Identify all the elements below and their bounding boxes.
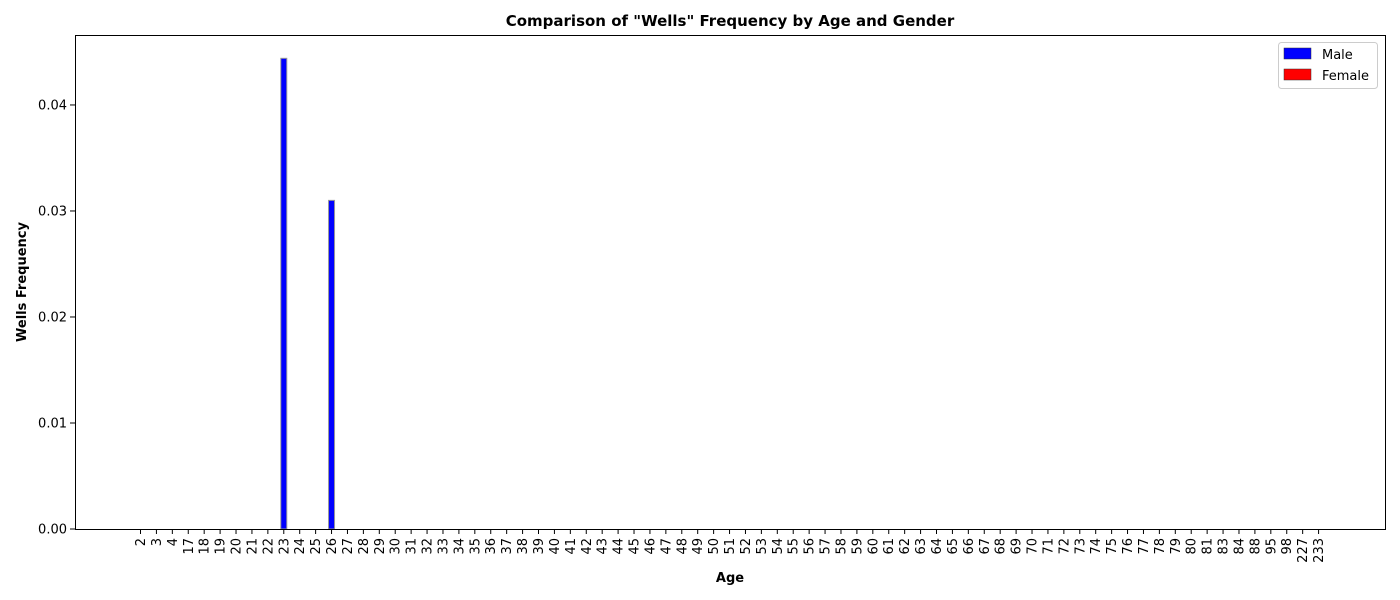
x-tick-label: 62 (898, 538, 913, 555)
y-tick-label: 0.02 (38, 310, 67, 325)
x-tick-label: 50 (707, 538, 722, 555)
x-tick-label: 80 (1185, 538, 1200, 555)
x-tick-label: 23 (277, 538, 292, 555)
x-tick-label: 71 (1041, 538, 1056, 555)
x-tick-label: 70 (1026, 538, 1041, 555)
bar-male-23 (280, 57, 288, 530)
x-tick-label: 21 (245, 538, 260, 555)
x-tick-label: 48 (675, 538, 690, 555)
x-tick-label: 51 (723, 538, 738, 555)
y-axis-ticks: 0.00 0.01 0.02 0.03 0.04 (38, 98, 75, 538)
x-tick-label: 20 (230, 538, 245, 555)
x-tick-label: 31 (405, 538, 420, 555)
x-tick-label: 76 (1121, 538, 1136, 555)
x-tick-label: 56 (803, 538, 818, 555)
x-tick-label: 37 (500, 538, 515, 555)
x-tick-label: 38 (516, 538, 531, 555)
x-tick-label: 233 (1312, 538, 1327, 563)
x-tick-label: 40 (548, 538, 563, 555)
x-tick-label: 73 (1073, 538, 1088, 555)
x-tick-label: 68 (994, 538, 1009, 555)
x-tick-label: 35 (468, 538, 483, 555)
x-tick-label: 88 (1248, 538, 1263, 555)
x-tick-label: 44 (612, 538, 627, 555)
plot-frame (75, 35, 1386, 530)
x-tick-label: 32 (421, 538, 436, 555)
x-tick-label: 22 (261, 538, 276, 555)
x-tick-label: 78 (1153, 538, 1168, 555)
x-tick-label: 67 (978, 538, 993, 555)
x-tick-label: 55 (787, 538, 802, 555)
x-tick-label: 57 (819, 538, 834, 555)
legend-swatch-female (1283, 68, 1312, 81)
x-tick-label: 53 (755, 538, 770, 555)
y-tick-label: 0.04 (38, 98, 67, 113)
y-tick-label: 0.01 (38, 416, 67, 431)
x-tick-label: 47 (659, 538, 674, 555)
x-tick-label: 33 (436, 538, 451, 555)
x-tick-label: 63 (914, 538, 929, 555)
x-tick-label: 28 (357, 538, 372, 555)
x-tick-label: 66 (962, 538, 977, 555)
x-axis-ticks: 2 3 4 17 18 19 20 21 22 23 24 25 26 27 28 29 30 31 32 33 34 3… (134, 529, 1327, 563)
x-tick-label: 46 (643, 538, 658, 555)
legend-label-female: Female (1322, 69, 1369, 84)
x-tick-label: 4 (166, 538, 181, 546)
bars (280, 57, 336, 530)
x-tick-label: 27 (341, 538, 356, 555)
legend: Male Female (1278, 42, 1378, 89)
bar-male-26 (328, 199, 336, 530)
x-tick-label: 59 (850, 538, 865, 555)
x-tick-label: 39 (532, 538, 547, 555)
x-tick-label: 45 (628, 538, 643, 555)
x-tick-label: 18 (198, 538, 213, 555)
y-axis-label: Wells Frequency (15, 222, 30, 342)
x-tick-label: 2 (134, 538, 149, 546)
legend-label-male: Male (1322, 48, 1353, 63)
x-tick-label: 25 (309, 538, 324, 555)
x-tick-label: 19 (214, 538, 229, 555)
x-tick-label: 64 (930, 538, 945, 555)
x-tick-label: 95 (1264, 538, 1279, 555)
x-tick-label: 41 (564, 538, 579, 555)
x-tick-label: 58 (834, 538, 849, 555)
x-tick-label: 29 (373, 538, 388, 555)
x-tick-label: 24 (293, 538, 308, 555)
y-tick-label: 0.00 (38, 523, 67, 538)
x-tick-label: 74 (1089, 538, 1104, 555)
x-tick-label: 84 (1232, 538, 1247, 555)
x-tick-label: 72 (1057, 538, 1072, 555)
x-axis-label: Age (716, 571, 744, 586)
x-tick-label: 36 (484, 538, 499, 555)
x-tick-label: 26 (325, 538, 340, 555)
x-tick-label: 30 (389, 538, 404, 555)
chart-title: Comparison of "Wells" Frequency by Age a… (506, 12, 955, 30)
x-tick-label: 34 (452, 538, 467, 555)
x-tick-label: 43 (596, 538, 611, 555)
x-tick-label: 52 (739, 538, 754, 555)
x-tick-label: 49 (691, 538, 706, 555)
x-tick-label: 98 (1280, 538, 1295, 555)
x-tick-label: 81 (1201, 538, 1216, 555)
x-tick-label: 61 (882, 538, 897, 555)
x-tick-label: 3 (150, 538, 165, 546)
x-tick-label: 77 (1137, 538, 1152, 555)
y-tick-label: 0.03 (38, 204, 67, 219)
x-tick-label: 79 (1169, 538, 1184, 555)
x-tick-label: 69 (1010, 538, 1025, 555)
x-tick-label: 65 (946, 538, 961, 555)
x-tick-label: 54 (771, 538, 786, 555)
x-tick-label: 83 (1217, 538, 1232, 555)
x-tick-label: 227 (1296, 538, 1311, 563)
x-tick-label: 42 (580, 538, 595, 555)
x-tick-label: 75 (1105, 538, 1120, 555)
legend-swatch-male (1283, 47, 1312, 60)
x-tick-label: 60 (866, 538, 881, 555)
x-tick-label: 17 (182, 538, 197, 555)
